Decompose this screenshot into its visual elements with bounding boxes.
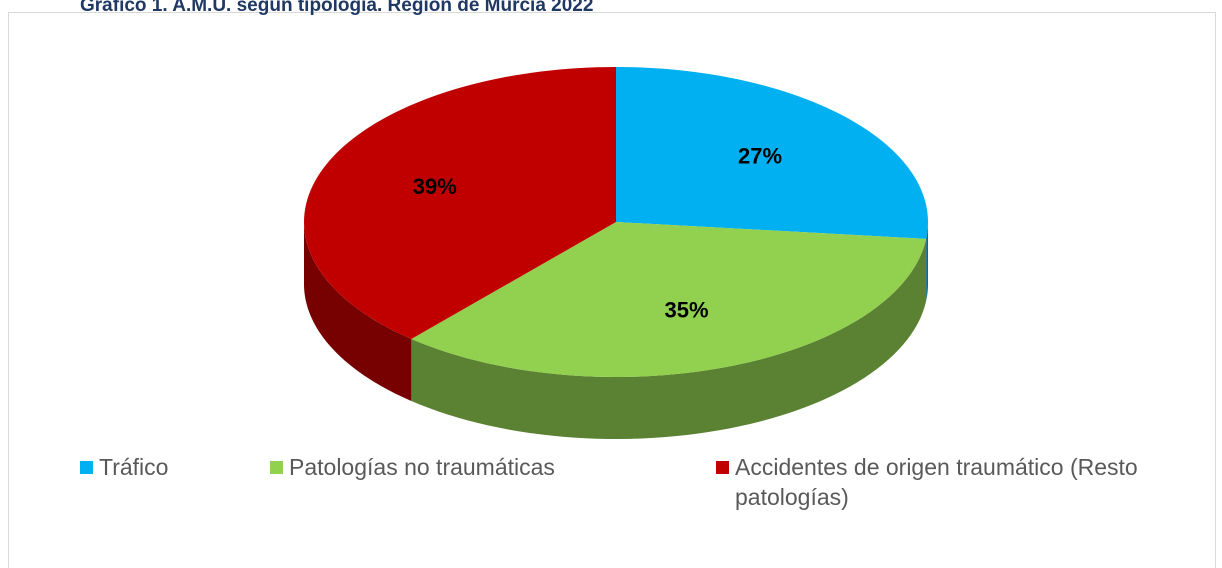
pie-side (411, 238, 927, 439)
legend-label: Tráfico (99, 454, 169, 480)
data-label: 27% (738, 144, 782, 169)
pie-side (926, 222, 928, 301)
legend-swatch (80, 461, 93, 474)
legend-item: Accidentes de origen traumático (Resto p… (716, 452, 1176, 512)
pie-slice (616, 67, 928, 239)
chart-title: Gráfico 1. A.M.U. según tipología. Regió… (80, 0, 593, 16)
legend-item: Tráfico (80, 452, 270, 512)
legend-label: Accidentes de origen traumático (Resto p… (735, 454, 1138, 510)
legend-label: Patologías no traumáticas (289, 454, 555, 480)
legend-swatch (716, 461, 729, 474)
data-label: 35% (665, 297, 709, 322)
data-label: 39% (413, 174, 457, 199)
legend: Tráfico Patologías no traumáticas Accident… (80, 452, 1180, 512)
pie-slice (304, 67, 616, 339)
legend-item: Patologías no traumáticas (270, 452, 716, 512)
pie-slice (411, 222, 927, 377)
pie-side (304, 222, 412, 401)
legend-swatch (270, 461, 283, 474)
